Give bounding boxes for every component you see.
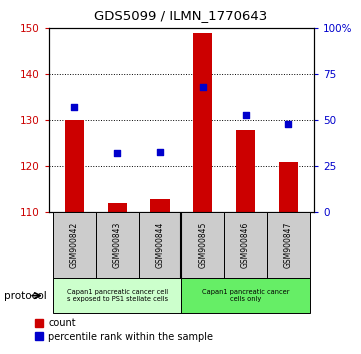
Text: GSM900842: GSM900842 <box>70 222 79 268</box>
Text: GSM900845: GSM900845 <box>198 222 207 268</box>
FancyBboxPatch shape <box>53 278 182 313</box>
Bar <box>151 199 170 212</box>
Text: GSM900844: GSM900844 <box>156 222 165 268</box>
Legend: count, percentile rank within the sample: count, percentile rank within the sample <box>35 318 213 342</box>
FancyBboxPatch shape <box>182 212 224 278</box>
FancyBboxPatch shape <box>53 212 96 278</box>
Text: GSM900846: GSM900846 <box>241 222 250 268</box>
Text: Capan1 pancreatic cancer cell
s exposed to PS1 stellate cells: Capan1 pancreatic cancer cell s exposed … <box>67 289 168 302</box>
Text: GDS5099 / ILMN_1770643: GDS5099 / ILMN_1770643 <box>94 9 267 22</box>
Point <box>114 151 120 156</box>
Point <box>157 149 163 154</box>
FancyBboxPatch shape <box>139 212 182 278</box>
Text: protocol: protocol <box>4 291 46 301</box>
FancyBboxPatch shape <box>224 212 267 278</box>
Bar <box>65 120 84 212</box>
Bar <box>279 162 298 212</box>
Bar <box>193 33 212 212</box>
Bar <box>108 203 127 212</box>
Text: GSM900847: GSM900847 <box>284 222 293 268</box>
FancyBboxPatch shape <box>96 212 139 278</box>
FancyBboxPatch shape <box>182 278 310 313</box>
Text: GSM900843: GSM900843 <box>113 222 122 268</box>
Point <box>200 84 206 90</box>
Text: Capan1 pancreatic cancer
cells only: Capan1 pancreatic cancer cells only <box>202 289 290 302</box>
Point <box>286 121 291 127</box>
Point <box>243 112 248 118</box>
Point <box>71 105 77 110</box>
Bar <box>236 130 255 212</box>
FancyBboxPatch shape <box>267 212 310 278</box>
